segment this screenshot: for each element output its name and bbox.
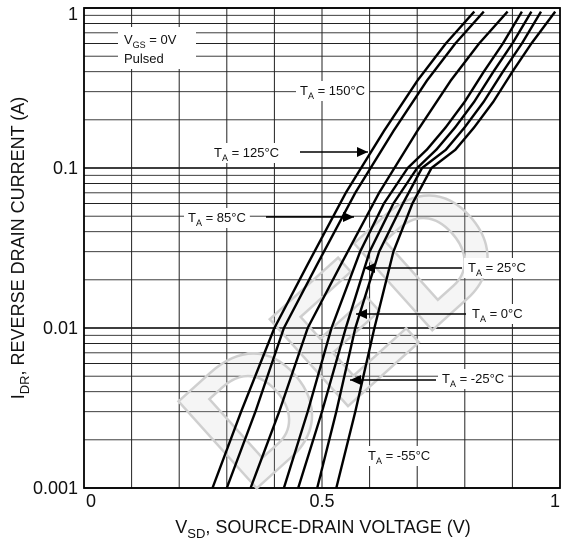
annotation-arrowhead [356,309,367,319]
annotation-bg [464,258,530,278]
condition-pulsed: Pulsed [124,51,164,66]
y-tick-label: 0.001 [33,478,78,498]
series-line-2 [249,10,509,489]
series-label-2: TA = 85°C [188,210,246,228]
series-line-6 [335,10,557,489]
series-label-4: TA = 0°C [472,306,523,324]
annotation-bg [210,143,284,163]
series-line-4 [297,10,533,489]
series-label-3: TA = 25°C [468,260,526,278]
x-axis-title: VSD, SOURCE-DRAIN VOLTAGE (V) [175,517,470,541]
series-lines [211,10,557,489]
annotation-bg [468,304,527,324]
series-line-5 [316,10,543,489]
annotation-arrowhead [364,263,375,273]
annotation-bg [364,446,435,466]
annotation-arrowhead [350,375,361,385]
condition-vgs: VGS = 0V [124,32,177,50]
series-label-0: TA = 150°C [300,83,365,101]
axis-titles: VSD, SOURCE-DRAIN VOLTAGE (V) IDR, REVERS… [8,97,471,541]
series-line-3 [282,10,523,489]
plot-frame [83,7,561,489]
annotation-bg [296,81,370,101]
annotation-bg [438,369,509,389]
tick-labels: 0 0.5 1 1 0.1 0.01 0.001 [33,4,560,511]
x-tick-label: 0.5 [309,491,334,511]
series-line-0 [211,10,476,489]
series-line-1 [225,10,485,489]
annotation-bg [184,208,250,228]
y-tick-label: 0.1 [53,158,78,178]
y-tick-label: 0.01 [43,318,78,338]
annotation-arrowhead [357,147,368,157]
series-label-6: TA = -55°C [368,448,430,466]
x-tick-label: 1 [550,491,560,511]
conditions-bg [118,27,196,69]
annotations: TA = 150°C TA = 125°C TA = 85°C TA = 25°C TA… [118,27,530,466]
annotation-arrowhead [343,212,354,222]
y-tick-label: 1 [68,4,78,24]
series-label-5: TA = -25°C [442,371,504,389]
x-tick-label: 0 [86,491,96,511]
series-label-1: TA = 125°C [214,145,279,163]
y-axis-title: IDR, REVERSE DRAIN CURRENT (A) [8,97,32,400]
